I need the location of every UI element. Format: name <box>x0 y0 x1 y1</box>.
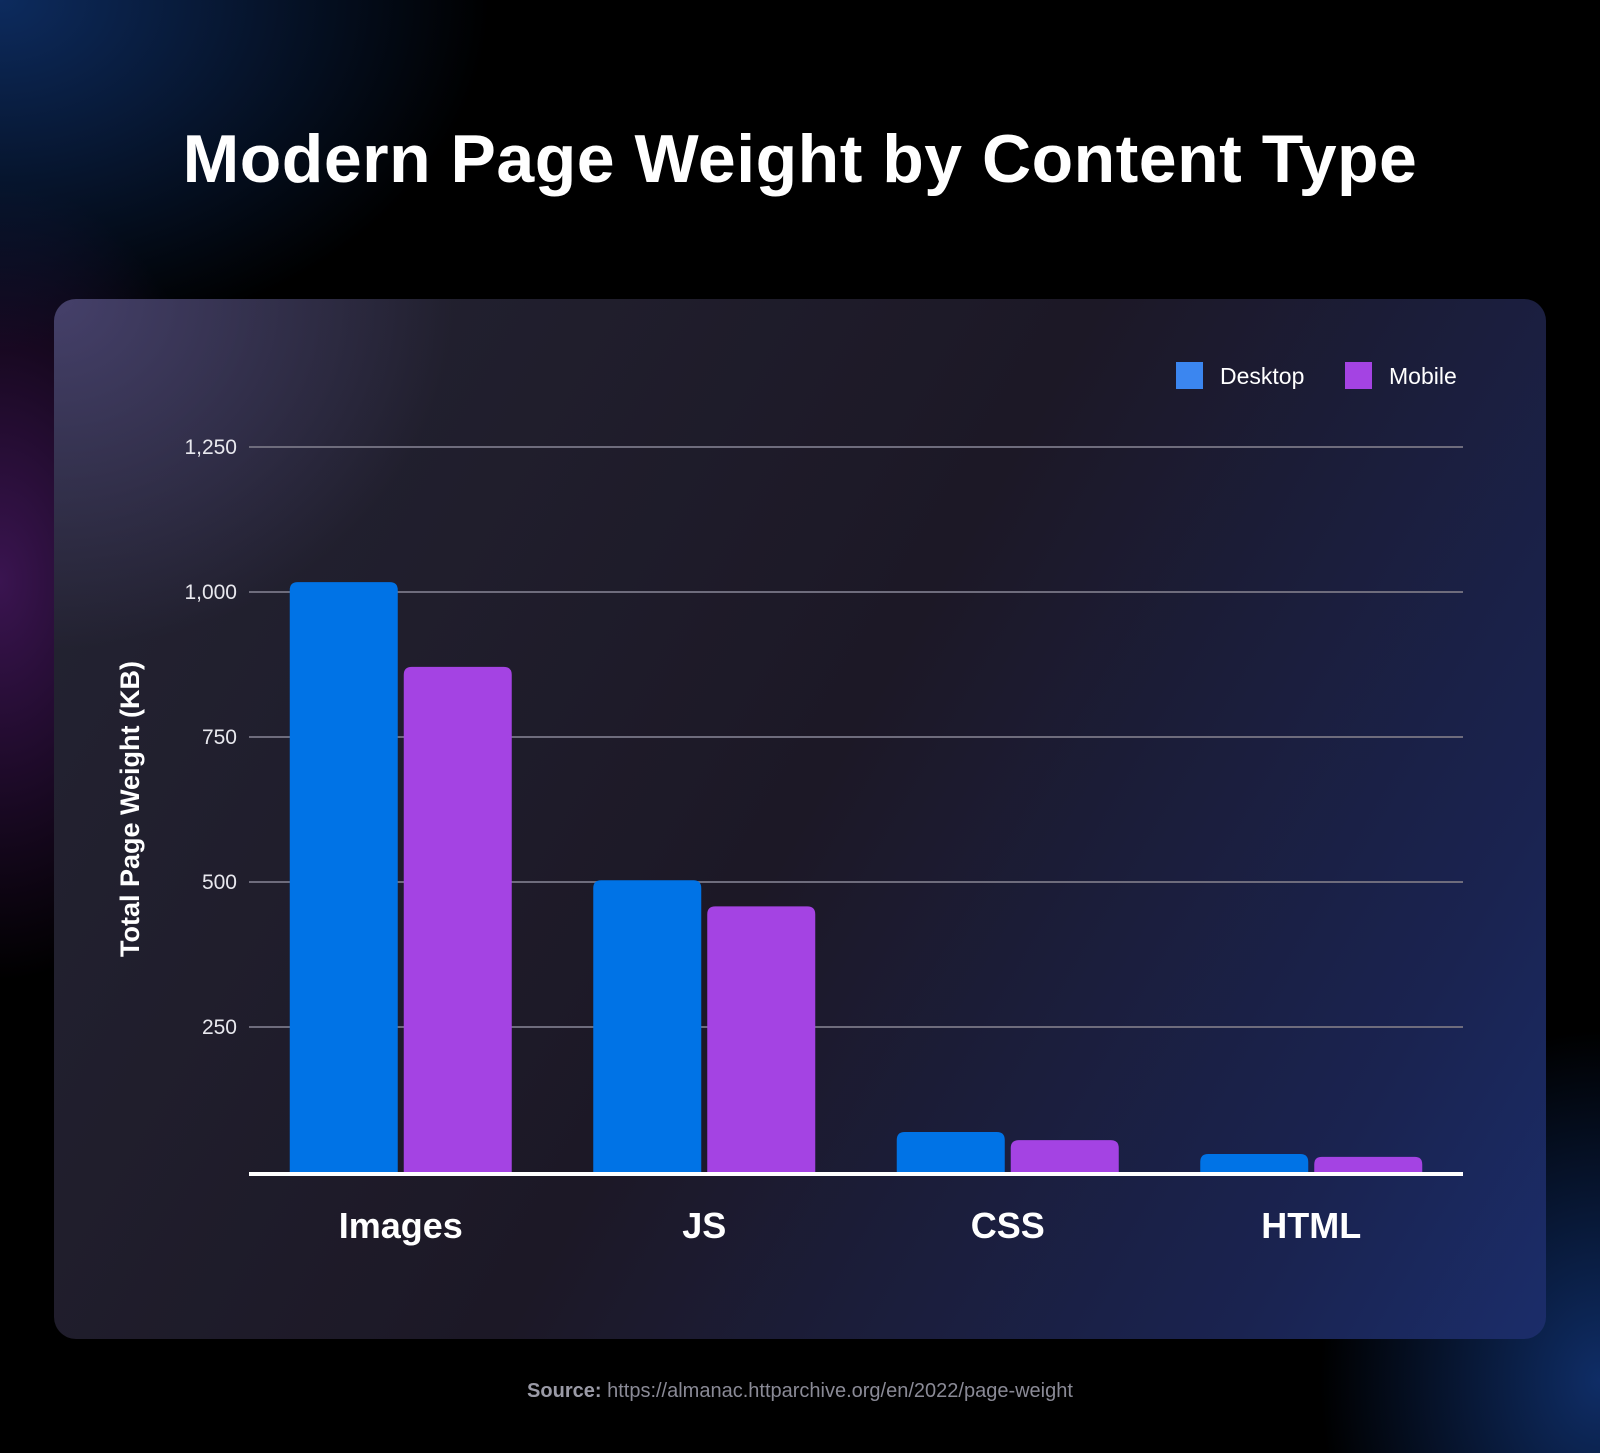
y-tick-label: 750 <box>202 726 237 749</box>
x-tick-label: CSS <box>971 1205 1045 1246</box>
y-tick-label: 500 <box>202 871 237 894</box>
chart-card: 250 500 750 1,000 1,250 Total Page Weight (KB… <box>54 299 1546 1339</box>
bar-desktop-css <box>896 1131 1005 1172</box>
bar-mobile-js <box>707 906 816 1172</box>
x-tick-label: JS <box>682 1205 726 1246</box>
bar-mobile-css <box>1010 1140 1119 1172</box>
legend-label-mobile: Mobile <box>1389 363 1457 389</box>
y-tick-label: 1,250 <box>184 436 237 459</box>
source-label: Source: <box>527 1380 602 1402</box>
bar-chart: 250 500 750 1,000 1,250 Total Page Weight (KB… <box>115 362 1463 1246</box>
bar-desktop-images <box>289 582 398 1172</box>
bar-mobile-images <box>403 666 512 1172</box>
legend-swatch-desktop <box>1176 362 1203 389</box>
x-tick-label: Images <box>339 1205 463 1246</box>
y-axis-label: Total Page Weight (KB) <box>115 661 145 957</box>
x-tick-label: HTML <box>1261 1205 1361 1246</box>
chart-title: Modern Page Weight by Content Type <box>182 121 1418 197</box>
y-tick-label: 1,000 <box>184 581 237 604</box>
legend-label-desktop: Desktop <box>1220 363 1304 389</box>
y-tick-label: 250 <box>202 1016 237 1039</box>
bar-mobile-html <box>1314 1156 1423 1172</box>
legend-swatch-mobile <box>1345 362 1372 389</box>
source-url[interactable]: https://almanac.httparchive.org/en/2022/… <box>607 1380 1073 1402</box>
bar-desktop-js <box>593 880 702 1172</box>
bar-desktop-html <box>1200 1154 1309 1172</box>
source-note: Source: https://almanac.httparchive.org/… <box>0 1380 1600 1403</box>
